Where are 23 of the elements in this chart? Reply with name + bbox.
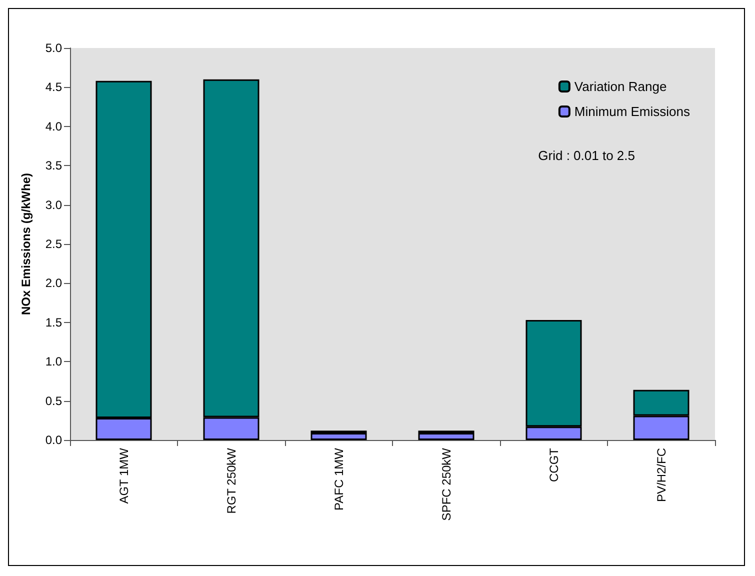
x-tick-label: CCGT <box>546 447 561 482</box>
y-tick-label: 4.0 <box>45 119 62 134</box>
y-tick-label: 5.0 <box>45 41 62 55</box>
y-tick-label: 1.5 <box>45 315 62 330</box>
x-tick-label: PAFC 1MW <box>332 447 346 510</box>
y-tick-label: 4.5 <box>45 80 62 94</box>
y-tick-label: 2.0 <box>45 276 62 290</box>
bar <box>418 432 474 440</box>
x-tick-label: SPFC 250kW <box>439 447 454 521</box>
y-tick-label: 1.0 <box>45 354 62 369</box>
y-tick-label: 3.5 <box>45 158 62 173</box>
y-tick-label: 3.0 <box>45 198 62 212</box>
annotation: Grid : 0.01 to 2.5 <box>538 148 636 163</box>
y-tick-label: 2.5 <box>45 237 62 251</box>
y-axis-title: NOx Emissions (g/kWhe) <box>19 172 33 316</box>
legend-label: Minimum Emissions <box>574 104 690 119</box>
legend-label: Variation Range <box>574 79 667 94</box>
x-tick-label: PV/H2/FC <box>654 448 668 502</box>
x-tick-label: AGT 1MW <box>116 447 131 504</box>
y-tick-label: 0.0 <box>45 433 62 447</box>
bar <box>310 432 367 440</box>
x-tick-label: RGT 250kW <box>224 447 238 514</box>
y-tick-label: 0.5 <box>45 394 62 408</box>
